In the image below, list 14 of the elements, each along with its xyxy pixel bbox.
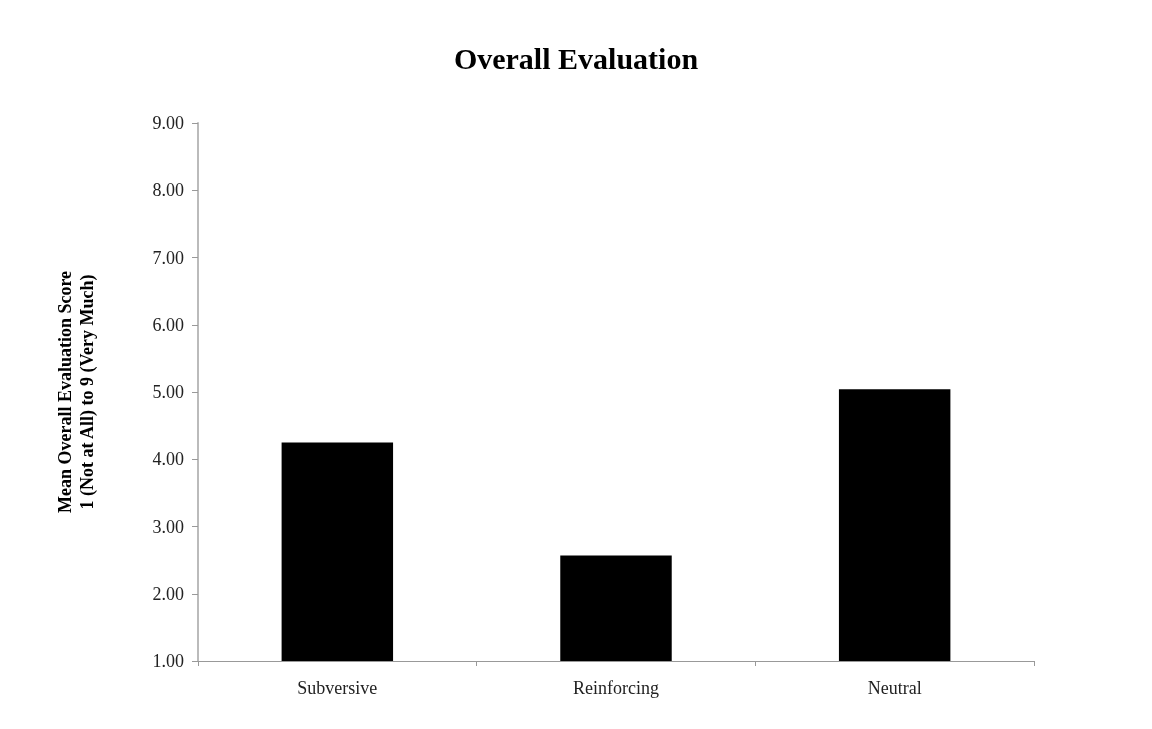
chart-title: Overall Evaluation bbox=[453, 41, 699, 75]
y-tick-label: 8.00 bbox=[152, 180, 184, 201]
y-tick-label: 9.00 bbox=[152, 113, 184, 133]
y-tick-label: 6.00 bbox=[152, 314, 184, 335]
y-tick-label: 5.00 bbox=[152, 382, 184, 402]
y-tick-label: 7.00 bbox=[152, 247, 184, 268]
x-tick-label: Reinforcing bbox=[573, 678, 659, 698]
y-tick-label: 4.00 bbox=[152, 449, 184, 470]
x-tick-label: Neutral bbox=[867, 678, 922, 698]
y-tick-label: 3.00 bbox=[152, 516, 184, 537]
y-tick-label: 1.00 bbox=[152, 651, 184, 671]
x-tick-label: Subversive bbox=[297, 678, 378, 698]
y-tick-label: 2.00 bbox=[152, 583, 184, 604]
y-axis-title: Mean Overall Evaluation Score 1 (Not at All) to 9 (Very Much) bbox=[55, 270, 98, 514]
